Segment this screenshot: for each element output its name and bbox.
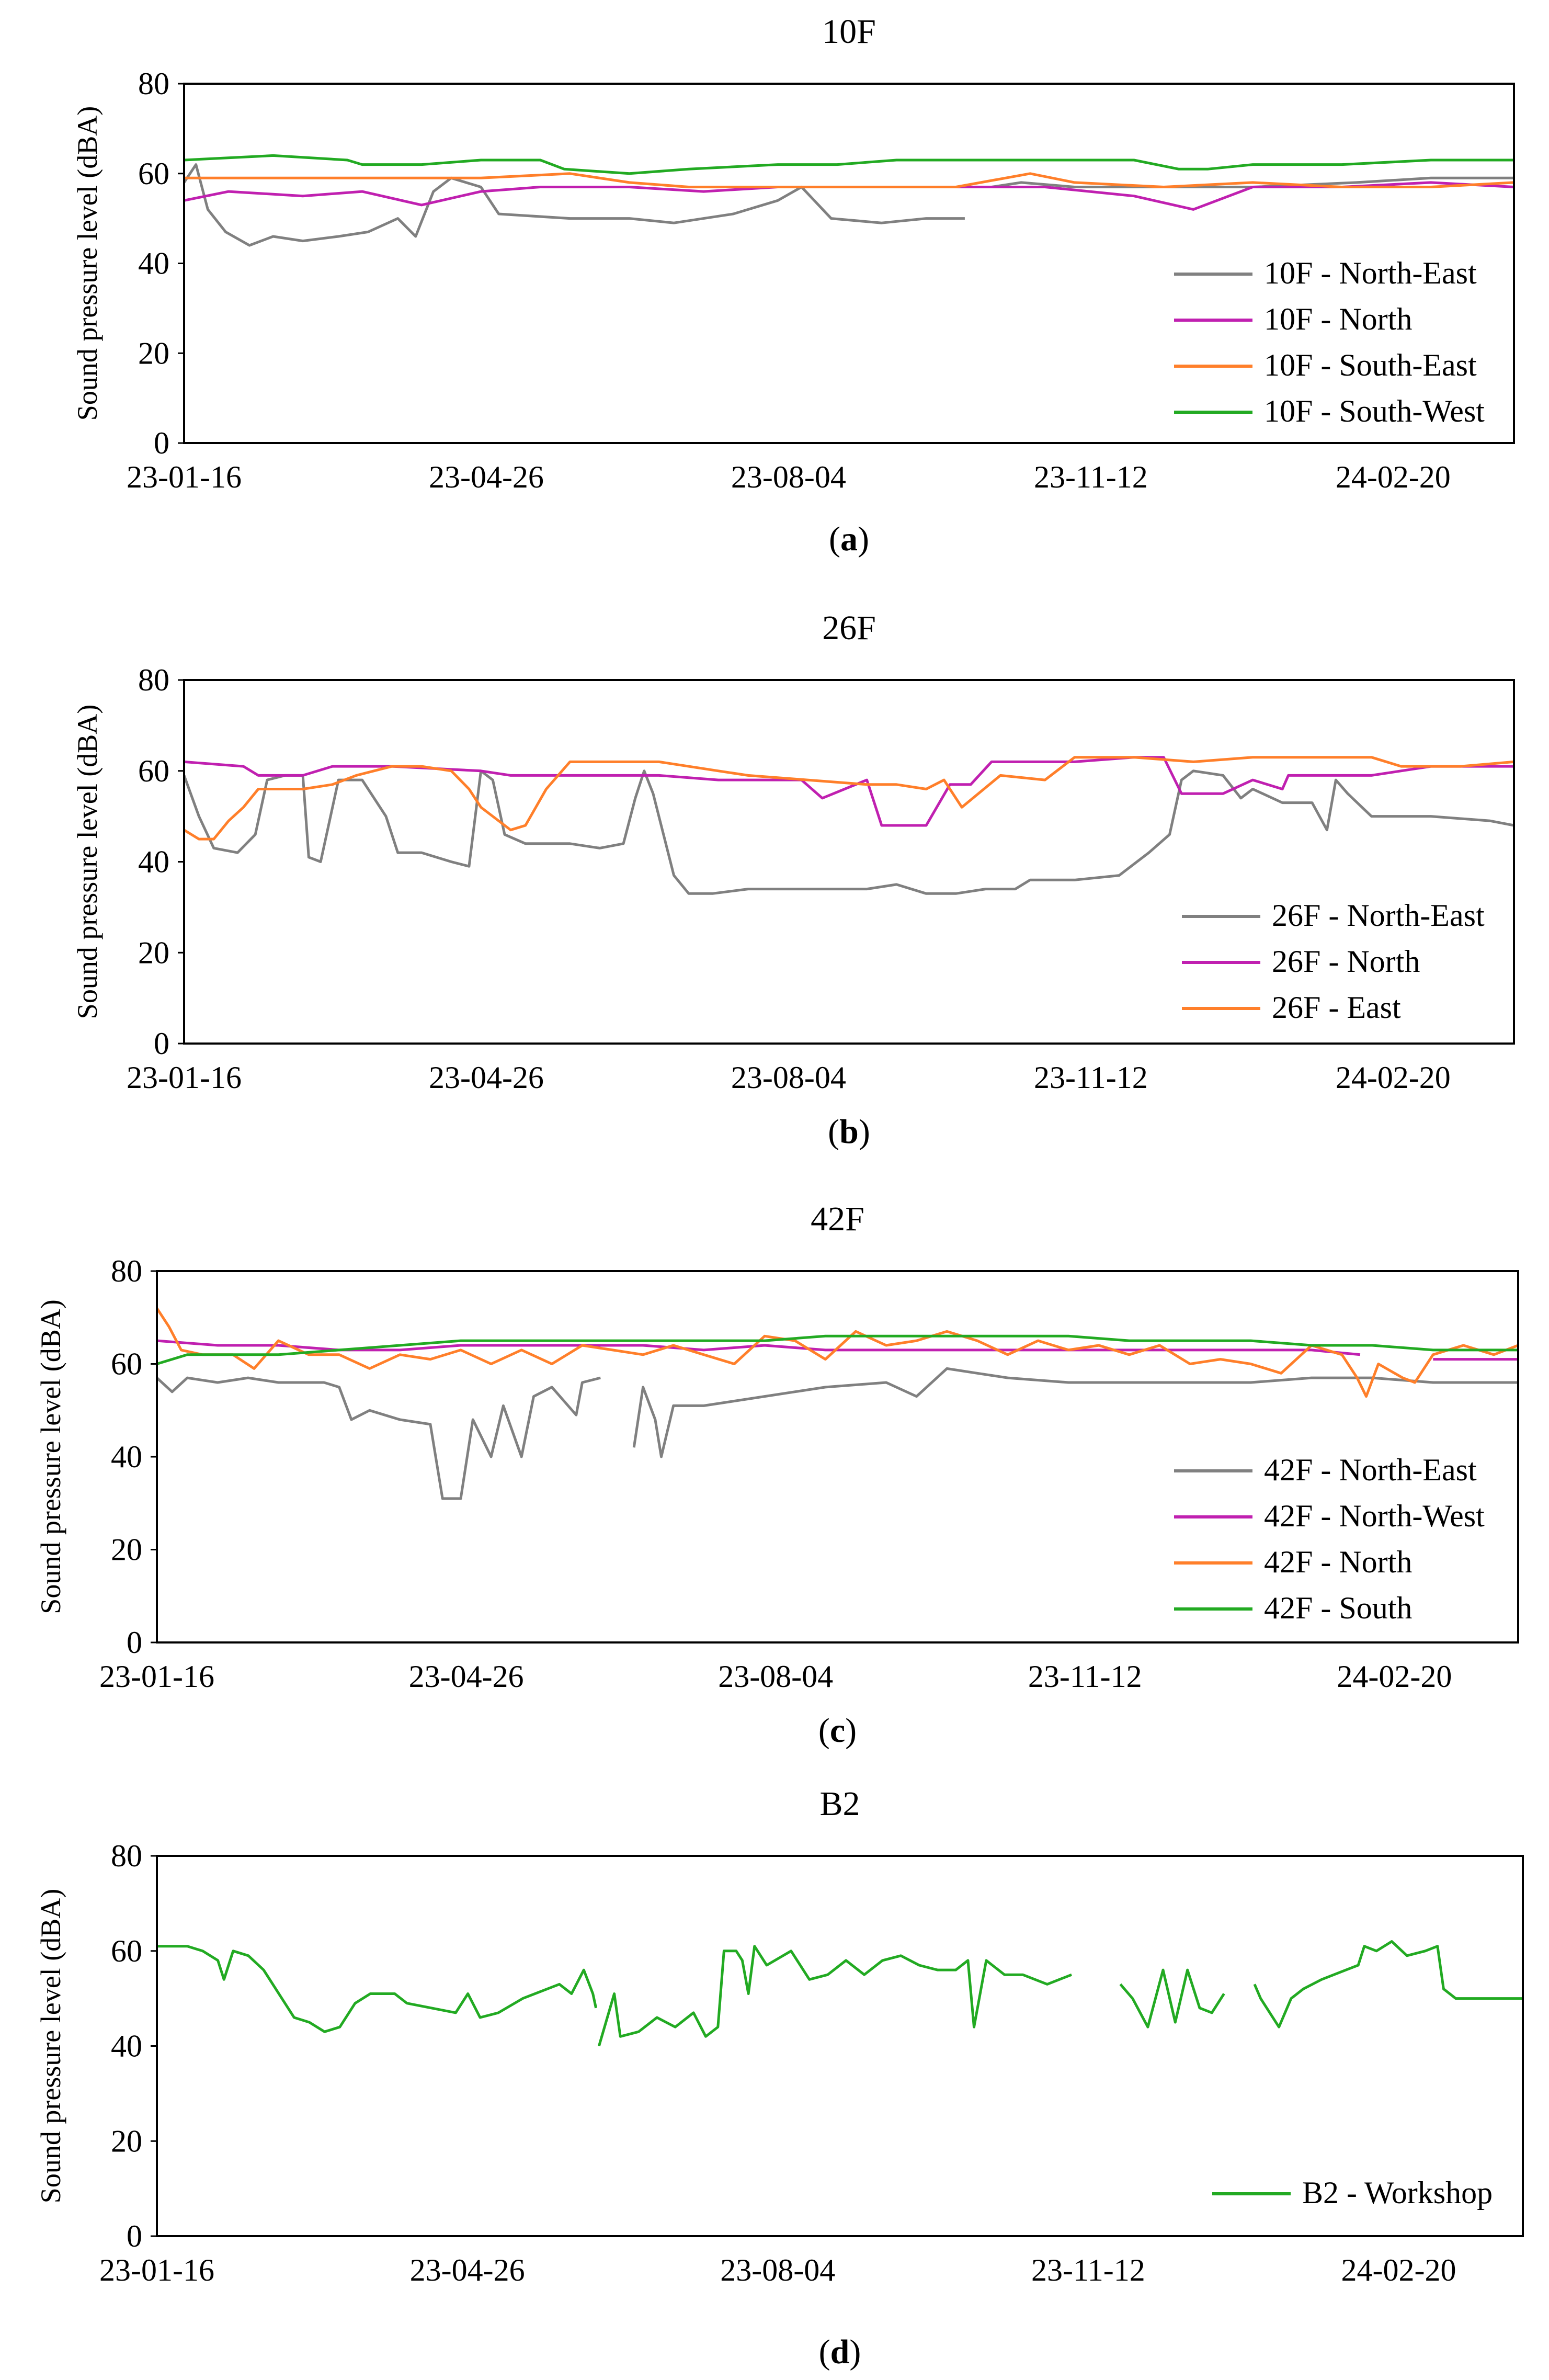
panel-label: (a)	[829, 520, 869, 558]
x-tick-label: 23-11-12	[1028, 1659, 1142, 1694]
series-line-42f-north	[155, 1307, 1519, 1398]
x-tick-label: 24-02-20	[1337, 1659, 1452, 1694]
x-tick-label: 23-01-16	[99, 1659, 214, 1694]
y-tick-label: 60	[111, 1934, 142, 1968]
legend: B2 - Workshop	[1212, 2175, 1493, 2210]
y-tick-label: 40	[138, 246, 169, 281]
series-line-b2-workshop	[1253, 1940, 1523, 2028]
y-tick-label: 20	[111, 1533, 142, 1567]
legend: 26F - North-East 26F - North 26F - East	[1182, 898, 1485, 1025]
y-tick-label: 40	[111, 2029, 142, 2064]
chart-title: 42F	[811, 1200, 864, 1238]
legend: 42F - North-East 42F - North-West 42F - No…	[1174, 1453, 1485, 1625]
y-axis-label: Sound pressure level (dBA)	[35, 1299, 66, 1614]
y-tick-label: 0	[154, 426, 169, 460]
x-tick-label: 23-04-26	[429, 460, 544, 494]
y-tick-label: 80	[111, 1839, 142, 1873]
y-tick-label: 60	[138, 754, 169, 788]
plot-frame	[183, 83, 1515, 444]
x-tick-label: 23-01-16	[99, 2253, 214, 2287]
series-line-b2-workshop	[1119, 1968, 1225, 2028]
y-tick-label: 0	[154, 1026, 169, 1061]
panel-label: (b)	[828, 1113, 870, 1151]
legend-entry: 26F - North	[1272, 944, 1420, 979]
chart-title: B2	[819, 1785, 860, 1823]
series-line-b2-workshop	[598, 1945, 1073, 2047]
x-tick-label: 24-02-20	[1336, 460, 1451, 494]
plot-frame	[156, 1855, 1524, 2237]
y-axis-label: Sound pressure level (dBA)	[72, 106, 103, 421]
plot-frame	[156, 1270, 1519, 1644]
y-tick-label: 40	[111, 1440, 142, 1474]
panel-label: (d)	[819, 2333, 861, 2371]
legend-entry: 26F - East	[1272, 990, 1401, 1025]
series-line-42f-north-west	[156, 1339, 1361, 1356]
plot-frame	[183, 679, 1515, 1045]
y-tick-label: 60	[111, 1347, 142, 1381]
y-tick-label: 0	[127, 2219, 142, 2253]
legend-entry: 42F - South	[1264, 1591, 1412, 1625]
y-tick-label: 20	[138, 935, 169, 970]
legend-entry: 42F - North-West	[1264, 1499, 1485, 1533]
legend-entry: 42F - North-East	[1264, 1453, 1477, 1487]
y-axis-label: Sound pressure level (dBA)	[35, 1889, 66, 2203]
legend-entry: 42F - North	[1264, 1545, 1412, 1579]
legend-entry: 10F - North-East	[1264, 256, 1477, 290]
y-tick-label: 80	[138, 663, 169, 697]
y-tick-label: 0	[127, 1625, 142, 1660]
x-tick-label: 23-08-04	[731, 1060, 846, 1095]
x-tick-label: 23-04-26	[429, 1060, 544, 1095]
series-line-26f-east	[183, 756, 1514, 841]
chart-panel-d: B2 Sound pressure level (dBA) 0 20 40 60 80 23-…	[35, 1785, 1524, 2371]
x-tick-label: 23-08-04	[731, 460, 846, 494]
chart-title: 26F	[822, 609, 876, 647]
series-line-26f-north-east	[183, 769, 1514, 895]
legend-entry: 10F - South-West	[1264, 394, 1485, 428]
x-tick-label: 23-04-26	[409, 1659, 524, 1694]
y-tick-label: 40	[138, 845, 169, 879]
legend: 10F - North-East 10F - North 10F - South-E…	[1174, 256, 1485, 428]
y-tick-label: 80	[111, 1254, 142, 1288]
chart-panel-a: 10F Sound pressure level (dBA) 0 20 40 60 80 23…	[72, 13, 1515, 558]
x-tick-label: 23-08-04	[720, 2253, 835, 2287]
series-line-10f-south-west	[184, 154, 1514, 175]
y-tick-label: 20	[138, 336, 169, 370]
x-tick-label: 23-01-16	[127, 460, 242, 494]
series-line-42f-south	[156, 1334, 1518, 1365]
chart-title: 10F	[822, 13, 876, 51]
x-tick-label: 24-02-20	[1341, 2253, 1456, 2287]
legend-entry: 26F - North-East	[1272, 898, 1485, 933]
panel-label: (c)	[818, 1712, 857, 1750]
y-axis-label: Sound pressure level (dBA)	[72, 705, 103, 1019]
y-tick-label: 20	[111, 2124, 142, 2158]
x-tick-label: 23-08-04	[718, 1659, 833, 1694]
x-tick-label: 24-02-20	[1336, 1060, 1451, 1095]
x-tick-label: 23-01-16	[127, 1060, 242, 1095]
legend-entry: 10F - North	[1264, 302, 1412, 336]
series-line-42f-north-east	[632, 1367, 1518, 1458]
x-tick-label: 23-04-26	[410, 2253, 525, 2287]
series-line-10f-north-east	[183, 163, 965, 247]
x-tick-label: 23-11-12	[1031, 2253, 1145, 2287]
legend-entry: B2 - Workshop	[1302, 2175, 1493, 2210]
series-line-b2-workshop	[157, 1945, 598, 2033]
legend-entry: 10F - South-East	[1264, 348, 1477, 382]
y-tick-label: 80	[138, 66, 169, 101]
series-line-10f-south-east	[184, 172, 1514, 188]
x-tick-label: 23-11-12	[1034, 1060, 1148, 1095]
y-tick-label: 60	[138, 156, 169, 191]
x-tick-label: 23-11-12	[1034, 460, 1148, 494]
chart-panel-c: 42F Sound pressure level (dBA) 0 20 40 60 80 23…	[35, 1200, 1519, 1750]
series-line-42f-north-east	[156, 1376, 601, 1500]
chart-panel-b: 26F Sound pressure level (dBA) 0 20 40 60 80 23…	[72, 609, 1515, 1151]
